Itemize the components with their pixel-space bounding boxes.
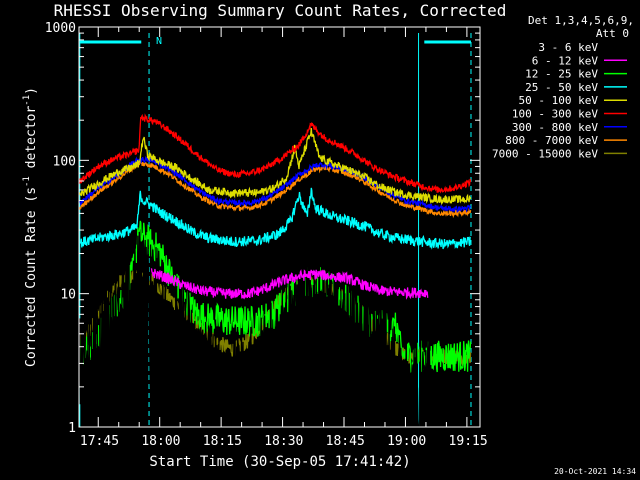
series-line [79, 155, 472, 214]
y-tick-label: 1000 [45, 21, 76, 36]
x-tick-label: 19:00 [387, 434, 426, 449]
x-tick-label: 18:00 [141, 434, 180, 449]
legend-label: 50 - 100 keV [519, 94, 599, 107]
x-tick-label: 18:15 [203, 434, 242, 449]
legend-label: 3 - 6 keV [538, 41, 598, 54]
x-tick-label: 18:45 [326, 434, 365, 449]
x-tick-label: 19:15 [449, 434, 488, 449]
footer-date: 20-Oct-2021 14:34 [554, 467, 636, 476]
series-line [79, 113, 472, 194]
legend-label: 300 - 800 keV [512, 121, 598, 134]
legend-label: 800 - 7000 keV [505, 134, 598, 147]
legend-label: 12 - 25 keV [525, 68, 598, 81]
x-tick-label: 18:30 [264, 434, 303, 449]
plot-frame [78, 26, 481, 428]
y-label-part-1: Corrected Count Rate (s [24, 187, 39, 367]
y-label-exp-1: -1 [22, 176, 32, 187]
legend-label: 6 - 12 keV [532, 54, 599, 67]
y-tick-labels: 1 10 100 1000 [45, 21, 76, 436]
chart-title: RHESSI Observing Summary Count Rates, Co… [54, 1, 507, 20]
y-axis-label: Corrected Count Rate (s-1 detector-1) [22, 87, 39, 367]
series-line [79, 187, 472, 250]
series-group [79, 113, 472, 428]
legend-label: 7000 - 15000 keV [492, 147, 598, 160]
x-tick-label: 17:45 [80, 434, 119, 449]
legend-label: 100 - 300 keV [512, 108, 598, 121]
y-tick-label: 1 [68, 421, 76, 436]
status-marker-label: N [156, 36, 162, 47]
x-tick-labels: 17:45 18:00 18:15 18:30 18:45 19:00 19:15 [80, 434, 488, 449]
y-label-part-2: detector [24, 106, 39, 177]
legend-header-1: Det 1,3,4,5,6,9, [528, 14, 634, 27]
series-line [79, 160, 472, 219]
series-line [79, 227, 431, 428]
axis-ticks [79, 27, 480, 428]
y-tick-label: 100 [53, 154, 76, 169]
series-line [150, 268, 429, 300]
x-axis-label: Start Time (30-Sep-05 17:41:42) [149, 454, 410, 470]
series-line [79, 127, 472, 206]
legend-header-2: Att 0 [596, 27, 629, 40]
legend-label: 25 - 50 keV [525, 81, 598, 94]
y-label-exp-2: -1 [22, 95, 32, 106]
y-label-part-3: ) [24, 87, 39, 95]
y-tick-label: 10 [60, 288, 76, 303]
